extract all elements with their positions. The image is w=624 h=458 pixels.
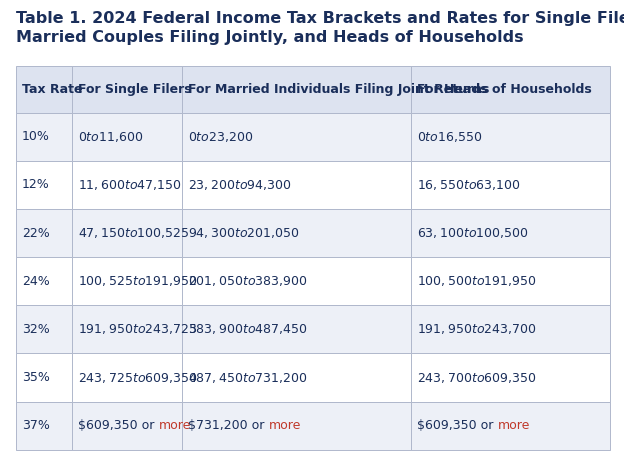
Text: For Heads of Households: For Heads of Households [417, 83, 592, 96]
Text: 24%: 24% [22, 275, 49, 288]
Text: $243,725 to $609,350: $243,725 to $609,350 [79, 371, 198, 385]
Text: $16,550 to $63,100: $16,550 to $63,100 [417, 178, 521, 192]
Text: 12%: 12% [22, 178, 49, 191]
Text: 37%: 37% [22, 419, 50, 432]
Text: $11,600 to $47,150: $11,600 to $47,150 [79, 178, 182, 192]
Text: $383,900 to $487,450: $383,900 to $487,450 [188, 322, 308, 336]
Text: $609,350 or: $609,350 or [417, 419, 498, 432]
Text: more: more [158, 419, 191, 432]
Text: For Single Filers: For Single Filers [79, 83, 192, 96]
Text: $0 to $11,600: $0 to $11,600 [79, 130, 144, 144]
Text: $243,700 to $609,350: $243,700 to $609,350 [417, 371, 537, 385]
Text: more: more [498, 419, 530, 432]
Text: $191,950 to $243,725: $191,950 to $243,725 [79, 322, 198, 336]
Text: $0 to $23,200: $0 to $23,200 [188, 130, 254, 144]
Text: $47,150 to $100,525: $47,150 to $100,525 [79, 226, 190, 240]
Text: $201,050 to $383,900: $201,050 to $383,900 [188, 274, 308, 288]
Text: $63,100 to $100,500: $63,100 to $100,500 [417, 226, 529, 240]
Text: Married Couples Filing Jointly, and Heads of Households: Married Couples Filing Jointly, and Head… [16, 30, 524, 45]
Text: Table 1. 2024 Federal Income Tax Brackets and Rates for Single Filers,: Table 1. 2024 Federal Income Tax Bracket… [16, 11, 624, 27]
Text: 10%: 10% [22, 130, 50, 143]
Text: $100,525 to $191,950: $100,525 to $191,950 [79, 274, 198, 288]
Text: $94,300 to $201,050: $94,300 to $201,050 [188, 226, 300, 240]
Text: $487,450 to $731,200: $487,450 to $731,200 [188, 371, 308, 385]
Text: $731,200 or: $731,200 or [188, 419, 269, 432]
Text: 32%: 32% [22, 323, 49, 336]
Text: 22%: 22% [22, 227, 49, 240]
Text: 35%: 35% [22, 371, 50, 384]
Text: $0 to $16,550: $0 to $16,550 [417, 130, 483, 144]
Text: $23,200 to $94,300: $23,200 to $94,300 [188, 178, 292, 192]
Text: Tax Rate: Tax Rate [22, 83, 82, 96]
Text: more: more [269, 419, 301, 432]
Text: $609,350 or: $609,350 or [79, 419, 158, 432]
Text: $100,500 to $191,950: $100,500 to $191,950 [417, 274, 537, 288]
Text: $191,950 to $243,700: $191,950 to $243,700 [417, 322, 537, 336]
Text: For Married Individuals Filing Joint Returns: For Married Individuals Filing Joint Ret… [188, 83, 490, 96]
